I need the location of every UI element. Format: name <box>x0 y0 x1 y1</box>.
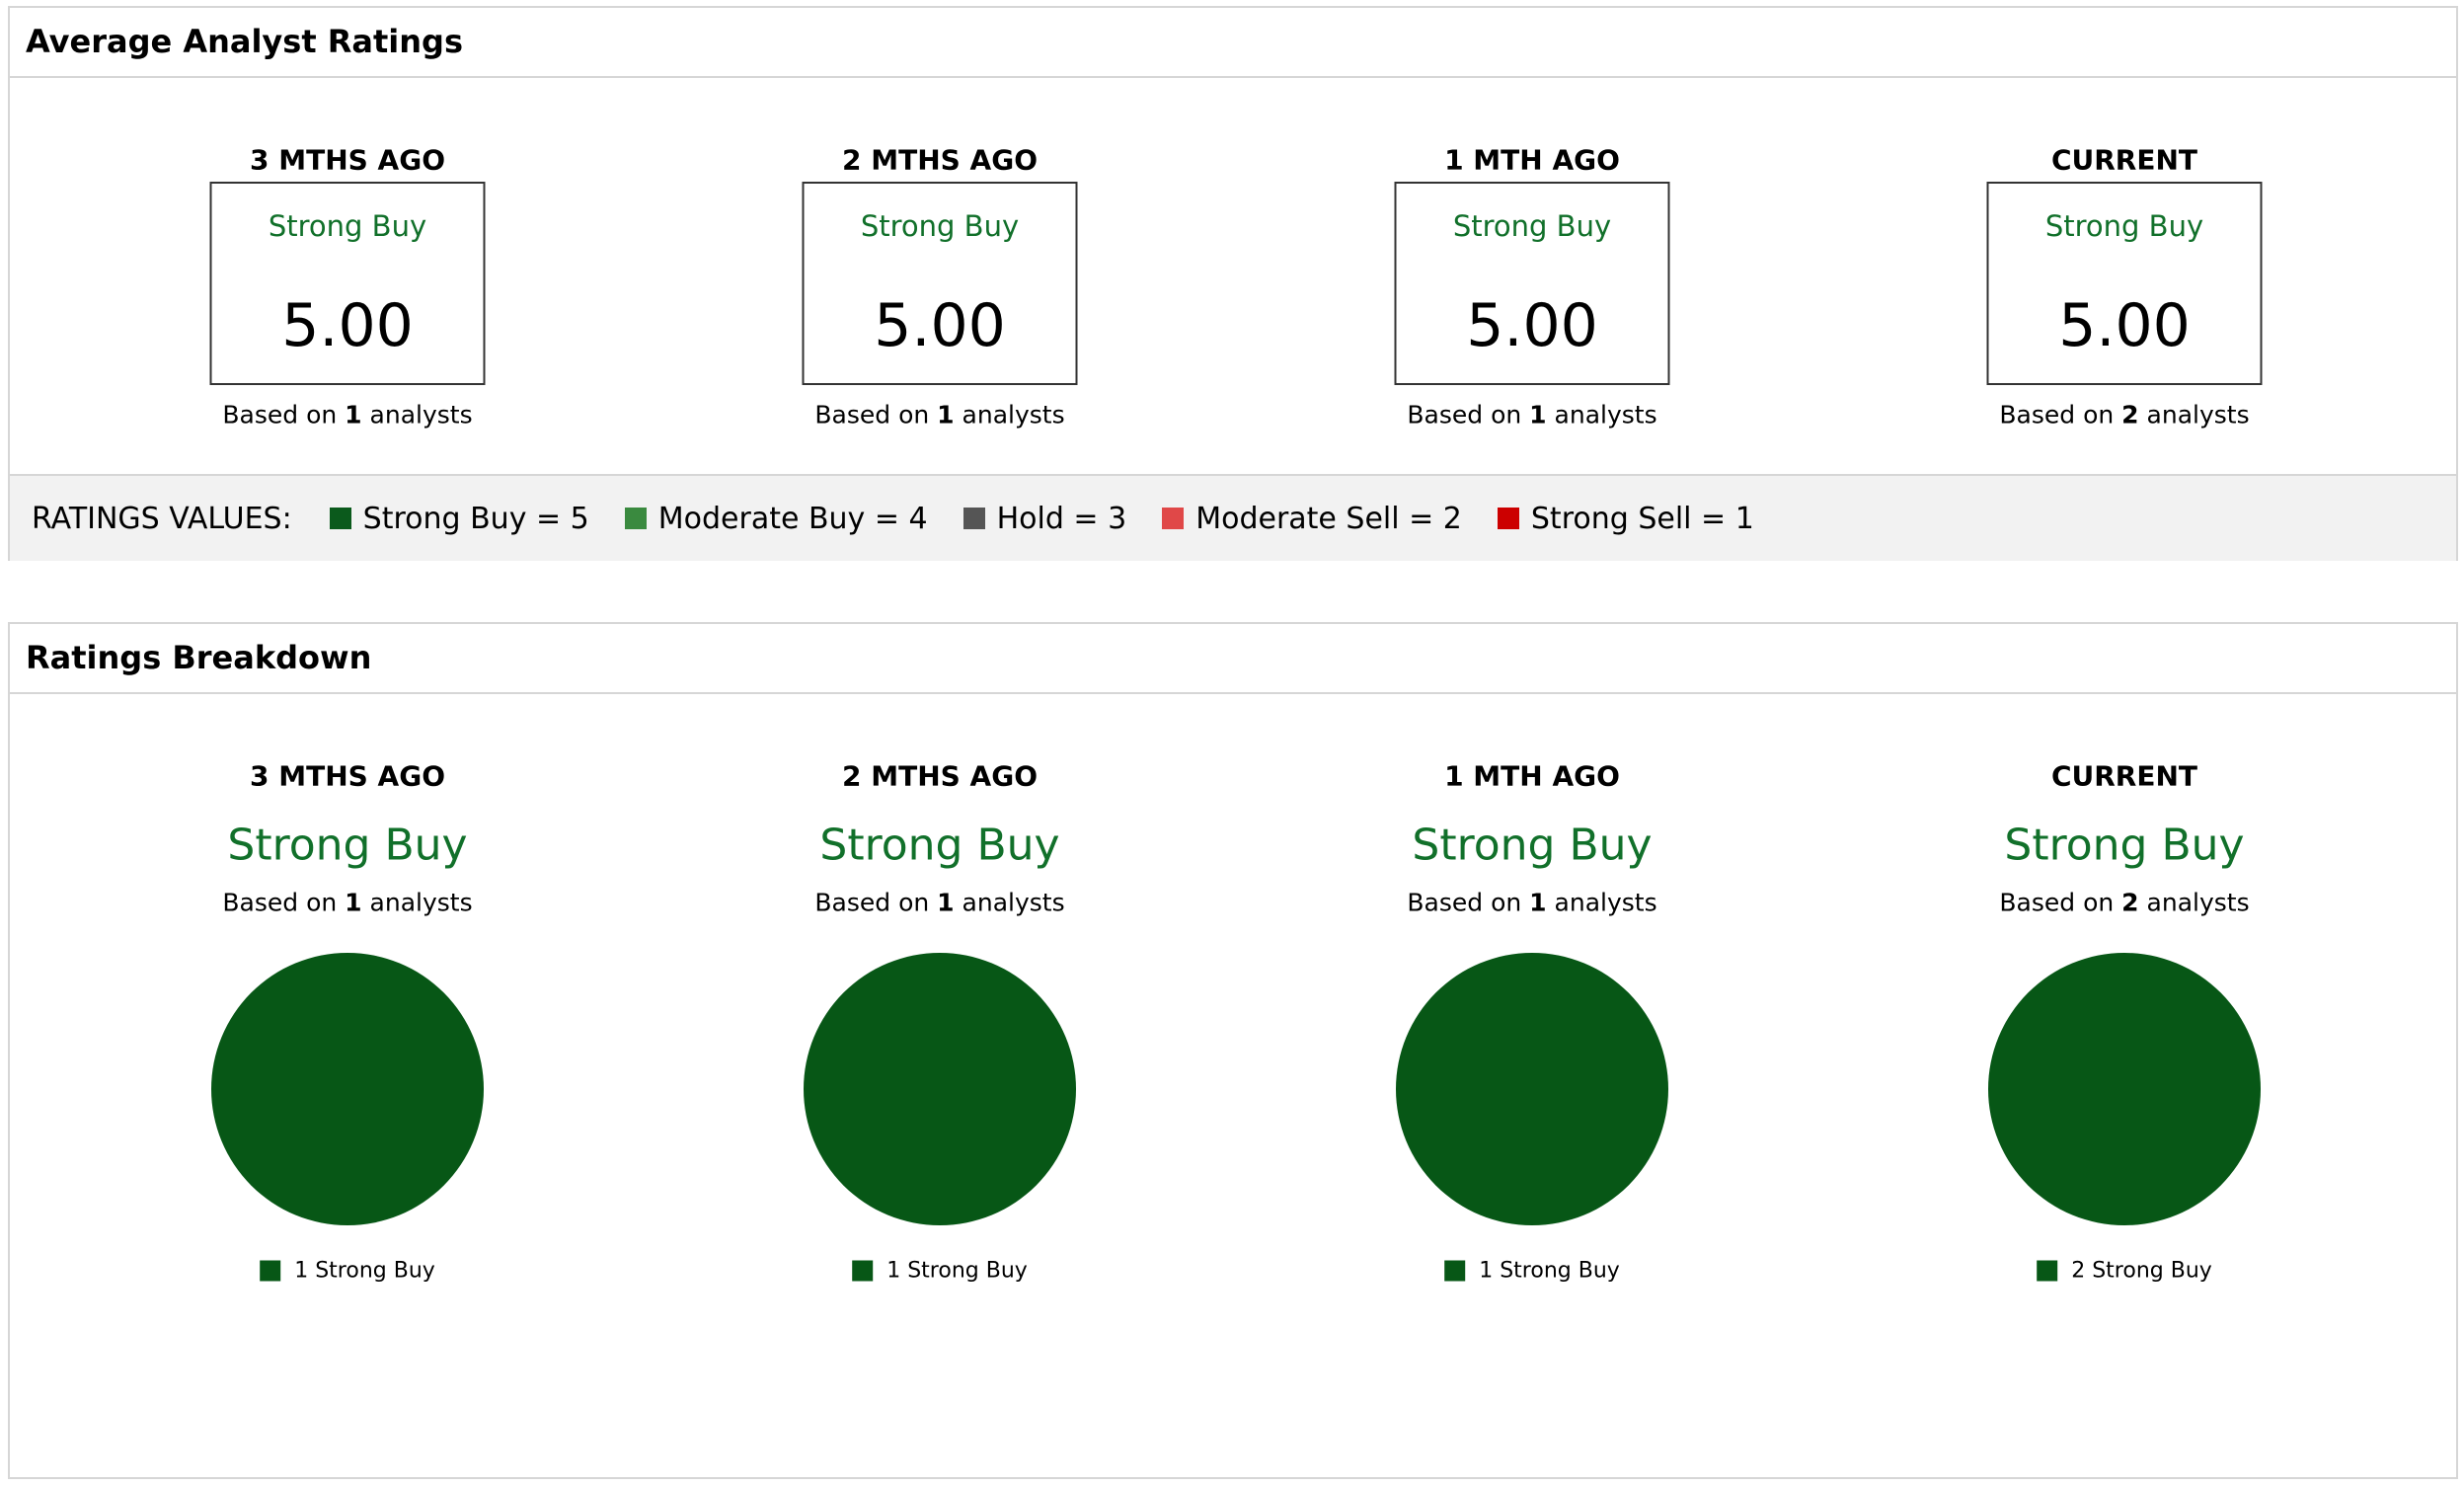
pie-legend: 1 Strong Buy <box>1444 1259 1620 1284</box>
legend-name: Strong Buy <box>1500 1258 1620 1284</box>
legend-swatch <box>624 508 647 529</box>
pie-slice <box>1396 953 1668 1225</box>
period-label: CURRENT <box>2050 143 2198 177</box>
based-on: Based on 1 analysts <box>814 401 1064 430</box>
period-label: 2 MTHS AGO <box>842 759 1038 793</box>
legend-swatch <box>1444 1260 1466 1282</box>
based-on-text: Based on <box>814 400 930 430</box>
period-label: 3 MTHS AGO <box>250 143 445 177</box>
based-on-text: Based on <box>222 888 338 917</box>
based-on: Based on 2 analysts <box>1999 889 2249 917</box>
based-on: Based on 1 analysts <box>814 889 1064 917</box>
pie-chart <box>804 953 1076 1225</box>
analyst-count: 1 <box>937 400 955 430</box>
analyst-count: 1 <box>1529 400 1547 430</box>
based-on: Based on 1 analysts <box>222 401 472 430</box>
rating-box <box>1394 182 1670 385</box>
based-on: Based on 1 analysts <box>222 889 472 917</box>
analysts-text: analysts <box>1554 888 1657 917</box>
rating-text: Strong Buy <box>2004 820 2245 871</box>
legend-swatch <box>962 508 985 529</box>
rating-box <box>802 182 1078 385</box>
based-on: Based on 1 analysts <box>1407 401 1656 430</box>
period-label: 3 MTHS AGO <box>250 759 445 793</box>
pie-legend: 1 Strong Buy <box>852 1259 1028 1284</box>
analyst-count: 1 <box>1529 888 1547 917</box>
ratings-values: RATINGS VALUES: Strong Buy = 5 Moderate B… <box>10 474 2456 561</box>
score: 5.00 <box>874 291 1006 360</box>
based-on-text: Based on <box>1999 400 2115 430</box>
analyst-count: 1 <box>937 888 955 917</box>
legend-swatch <box>1162 508 1185 529</box>
analyst-count: 1 <box>345 888 362 917</box>
legend-name: Strong Buy <box>907 1258 1028 1284</box>
analyst-count: 2 <box>2121 400 2139 430</box>
legend-count: 1 <box>886 1258 901 1284</box>
legend-label: Strong Sell = 1 <box>1530 501 1754 536</box>
average-panel: Average Analyst Ratings RATINGS VALUES: … <box>8 6 2458 561</box>
legend-swatch <box>1497 508 1519 529</box>
based-on-text: Based on <box>1407 400 1522 430</box>
legend-count: 2 <box>2071 1258 2086 1284</box>
analysts-text: analysts <box>1554 400 1657 430</box>
pie-chart <box>211 953 484 1225</box>
rating-box <box>1986 182 2263 385</box>
legend-name: Strong Buy <box>315 1258 435 1284</box>
analysts-text: analysts <box>962 400 1065 430</box>
analysts-text: analysts <box>962 888 1065 917</box>
analyst-count: 2 <box>2121 888 2139 917</box>
period-label: CURRENT <box>2050 759 2198 793</box>
rating-text: Strong Buy <box>268 209 427 243</box>
period-label: 2 MTHS AGO <box>842 143 1038 177</box>
analysts-text: analysts <box>369 888 473 917</box>
analyst-count: 1 <box>345 400 362 430</box>
analysts-text: analysts <box>369 400 473 430</box>
pie-slice <box>804 953 1076 1225</box>
pie-slice <box>1988 953 2261 1225</box>
rating-text: Strong Buy <box>1452 209 1612 243</box>
rating-text: Strong Buy <box>1412 820 1653 871</box>
pie-slice <box>211 953 484 1225</box>
period-label: 1 MTH AGO <box>1444 759 1620 793</box>
score: 5.00 <box>1466 291 1598 360</box>
analysts-text: analysts <box>2146 400 2250 430</box>
pie-chart <box>1396 953 1668 1225</box>
rating-text: Strong Buy <box>2044 209 2204 243</box>
legend-name: Strong Buy <box>2092 1258 2212 1284</box>
legend-label: Moderate Buy = 4 <box>657 501 928 536</box>
legend-swatch <box>2037 1260 2058 1282</box>
period-label: 1 MTH AGO <box>1444 143 1620 177</box>
legend-swatch <box>852 1260 874 1282</box>
breakdown-panel: Ratings Breakdown 3 MTHS AGO Strong Buy Ba… <box>8 622 2458 1479</box>
analysts-text: analysts <box>2146 888 2250 917</box>
legend-count: 1 <box>294 1258 309 1284</box>
pie-chart <box>1988 953 2261 1225</box>
based-on-text: Based on <box>814 888 930 917</box>
score: 5.00 <box>2058 291 2191 360</box>
pie-legend: 1 Strong Buy <box>260 1259 435 1284</box>
rating-text: Strong Buy <box>860 209 1020 243</box>
based-on: Based on 2 analysts <box>1999 401 2249 430</box>
based-on-text: Based on <box>222 400 338 430</box>
pie-legend: 2 Strong Buy <box>2037 1259 2212 1284</box>
panel-title: Ratings Breakdown <box>10 624 2456 694</box>
legend-count: 1 <box>1479 1258 1494 1284</box>
rating-text: Strong Buy <box>227 820 468 871</box>
legend-label: Hold = 3 <box>996 501 1127 536</box>
ratings-values-label: RATINGS VALUES: <box>32 501 292 536</box>
based-on-text: Based on <box>1407 888 1522 917</box>
rating-box <box>209 182 486 385</box>
legend-label: Moderate Sell = 2 <box>1195 501 1462 536</box>
based-on-text: Based on <box>1999 888 2115 917</box>
based-on: Based on 1 analysts <box>1407 889 1656 917</box>
legend-swatch <box>260 1260 281 1282</box>
legend-swatch <box>329 508 351 529</box>
rating-text: Strong Buy <box>819 820 1060 871</box>
legend-label: Strong Buy = 5 <box>362 501 589 536</box>
score: 5.00 <box>281 291 414 360</box>
panel-title: Average Analyst Ratings <box>10 8 2456 78</box>
